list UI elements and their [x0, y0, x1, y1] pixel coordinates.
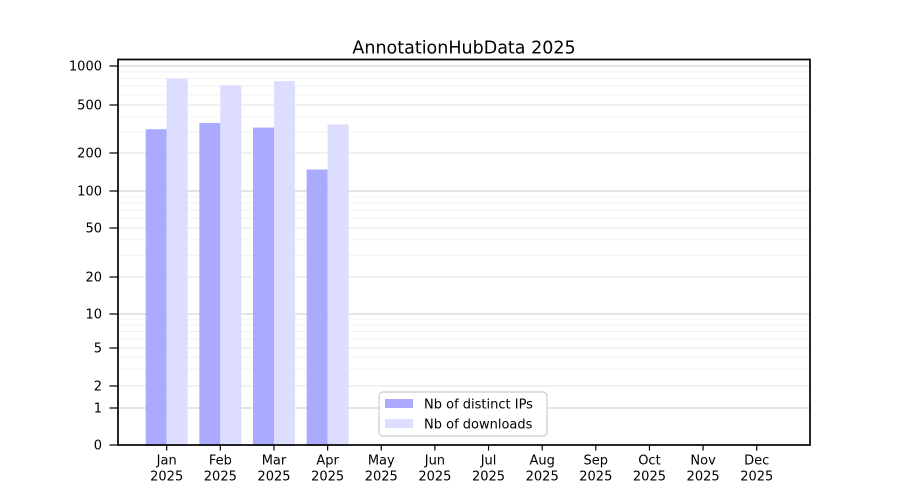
plot-frame [117, 58, 811, 446]
legend-label-distinct-ips: Nb of distinct IPs [424, 398, 533, 413]
x-tick-year-dec: 2025 [740, 470, 773, 485]
x-tick-label-dec: Dec [744, 454, 769, 469]
y-tick-label-5: 5 [94, 342, 102, 357]
x-tick-label-oct: Oct [638, 454, 660, 469]
legend-box [378, 391, 548, 437]
legend-label-downloads: Nb of downloads [424, 418, 533, 433]
bars [145, 78, 349, 446]
y-tick-label-1000: 1000 [69, 60, 102, 75]
legend-swatch-distinct-ips [385, 399, 413, 408]
x-tick-year-oct: 2025 [633, 470, 666, 485]
x-tick-year-jan: 2025 [150, 470, 183, 485]
x-tick-label-aug: Aug [529, 454, 554, 469]
legend-swatch-downloads [385, 419, 413, 428]
x-tick-label-apr: Apr [316, 454, 339, 469]
y-tick-label-50: 50 [85, 222, 102, 237]
x-tick-label-jan: Jan [156, 454, 177, 469]
y-tick-label-20: 20 [85, 271, 102, 286]
x-tick-label-jun: Jun [424, 454, 445, 469]
bar-distinct-ips-mar [252, 127, 274, 446]
x-tick-year-jun: 2025 [418, 470, 451, 485]
legend: Nb of distinct IPs Nb of downloads [378, 391, 548, 437]
x-tick-year-sep: 2025 [579, 470, 612, 485]
x-tick-label-feb: Feb [209, 454, 232, 469]
chart-title: AnnotationHubData 2025 [352, 39, 575, 59]
y-tick-label-2: 2 [94, 380, 102, 395]
x-tick-year-apr: 2025 [311, 470, 344, 485]
x-tick-label-may: May [368, 454, 395, 469]
bar-downloads-mar [273, 81, 295, 446]
bar-distinct-ips-jan [145, 129, 167, 446]
axis-labels: 01251020501002005001000Jan2025Feb2025Mar… [69, 60, 773, 485]
y-tick-label-100: 100 [77, 185, 102, 200]
y-tick-label-0: 0 [94, 439, 102, 454]
x-tick-label-jul: Jul [480, 454, 497, 469]
bar-downloads-apr [327, 124, 349, 446]
x-tick-year-mar: 2025 [257, 470, 290, 485]
x-tick-year-may: 2025 [365, 470, 398, 485]
y-tick-label-200: 200 [77, 147, 102, 162]
x-tick-label-mar: Mar [262, 454, 287, 469]
x-tick-year-feb: 2025 [204, 470, 237, 485]
x-tick-year-jul: 2025 [472, 470, 505, 485]
x-tick-year-aug: 2025 [526, 470, 559, 485]
bar-downloads-jan [166, 78, 188, 446]
bar-distinct-ips-apr [306, 169, 328, 446]
x-tick-year-nov: 2025 [687, 470, 720, 485]
axis-ticks [109, 65, 758, 451]
y-tick-label-500: 500 [77, 99, 102, 114]
x-tick-label-sep: Sep [584, 454, 609, 469]
bar-distinct-ips-feb [199, 122, 221, 446]
bar-downloads-feb [220, 85, 242, 446]
x-tick-label-nov: Nov [690, 454, 716, 469]
y-tick-label-1: 1 [94, 402, 102, 417]
y-tick-label-10: 10 [85, 308, 102, 323]
